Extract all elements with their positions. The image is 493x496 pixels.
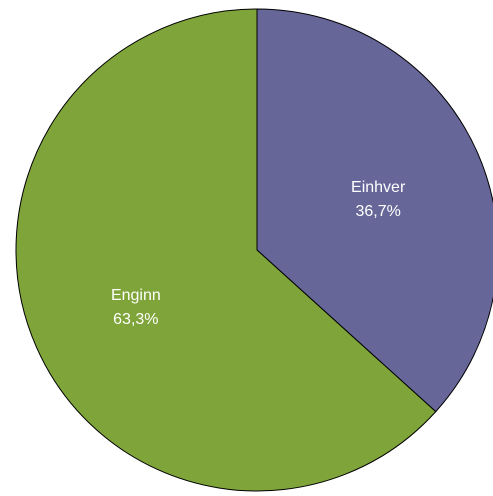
- slice-value-enginn: 63,3%: [113, 311, 158, 328]
- pie-slices: [15, 8, 493, 492]
- slice-label-enginn: Enginn: [111, 287, 161, 304]
- pie-slice-enginn: [15, 8, 437, 492]
- pie-labels: Einhver 36,7% Enginn 63,3%: [111, 179, 406, 328]
- slice-value-einhver: 36,7%: [355, 203, 400, 220]
- pie-slice-einhver: [256, 8, 493, 413]
- slice-label-einhver: Einhver: [351, 179, 406, 196]
